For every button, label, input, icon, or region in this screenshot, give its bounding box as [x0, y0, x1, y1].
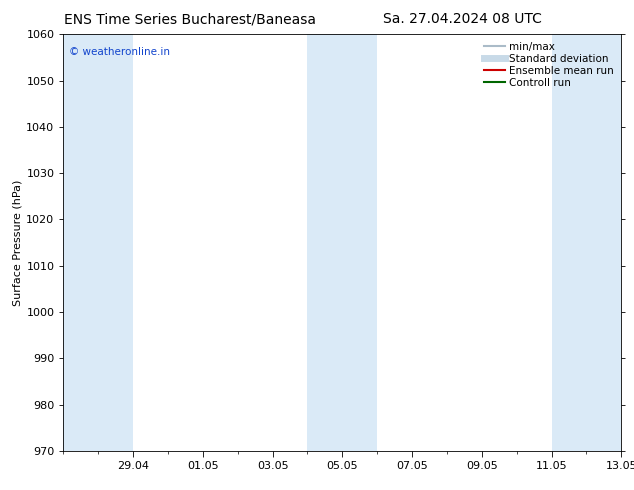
Bar — [63, 34, 133, 451]
Text: ENS Time Series Bucharest/Baneasa: ENS Time Series Bucharest/Baneasa — [64, 12, 316, 26]
Legend: min/max, Standard deviation, Ensemble mean run, Controll run: min/max, Standard deviation, Ensemble me… — [482, 40, 616, 90]
Bar — [552, 34, 621, 451]
Bar — [307, 34, 377, 451]
Text: © weatheronline.in: © weatheronline.in — [69, 47, 170, 57]
Y-axis label: Surface Pressure (hPa): Surface Pressure (hPa) — [12, 179, 22, 306]
Text: Sa. 27.04.2024 08 UTC: Sa. 27.04.2024 08 UTC — [384, 12, 542, 26]
